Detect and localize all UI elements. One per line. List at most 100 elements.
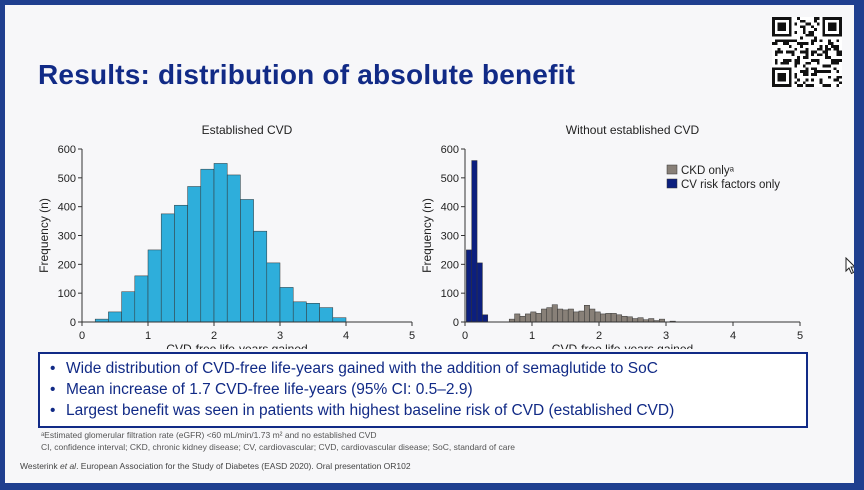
qr-module xyxy=(816,17,820,20)
qr-module xyxy=(836,70,840,73)
qr-module xyxy=(836,75,840,79)
qr-module xyxy=(777,73,786,82)
bullet-text: Largest benefit was seen in patients wit… xyxy=(66,402,675,419)
qr-module xyxy=(822,17,842,20)
qr-module xyxy=(828,42,831,45)
qr-module xyxy=(802,56,806,59)
qr-module xyxy=(830,59,834,62)
qr-module xyxy=(825,64,828,68)
qr-module xyxy=(805,70,809,73)
qr-module xyxy=(805,33,809,37)
y-tick-label: 0 xyxy=(453,317,459,329)
key-findings-box: • Wide distribution of CVD-free life-year… xyxy=(38,352,808,428)
footnote: ᵃEstimated glomerular filtration rate (e… xyxy=(41,430,377,440)
qr-module xyxy=(839,81,842,85)
bullet-text: Wide distribution of CVD-free life-years… xyxy=(66,360,658,377)
qr-module xyxy=(786,39,789,43)
qr-module xyxy=(783,39,786,43)
qr-module xyxy=(836,84,840,87)
qr-module xyxy=(808,31,812,34)
qr-module xyxy=(811,67,814,71)
qr-module xyxy=(830,61,834,65)
qr-module xyxy=(828,84,831,87)
qr-module xyxy=(802,42,806,45)
qr-module xyxy=(808,61,812,65)
qr-module xyxy=(816,61,820,65)
qr-module xyxy=(794,39,798,43)
qr-module xyxy=(814,70,817,73)
qr-module xyxy=(811,33,814,37)
qr-module xyxy=(814,28,817,31)
qr-module xyxy=(774,59,778,62)
bullet-item: • Largest benefit was seen in patients wi… xyxy=(50,402,674,420)
qr-module xyxy=(797,59,800,62)
histogram-bar xyxy=(632,318,639,323)
x-axis-label: CVD-free life-years gained xyxy=(166,342,307,349)
qr-module xyxy=(825,84,828,87)
qr-module xyxy=(839,50,842,54)
y-tick-label: 500 xyxy=(58,173,76,185)
legend-swatch xyxy=(666,164,678,175)
qr-module xyxy=(825,50,828,54)
qr-module xyxy=(800,50,803,54)
qr-module xyxy=(822,17,826,37)
qr-module xyxy=(811,73,814,76)
bullet-symbol: • xyxy=(50,381,56,398)
histogram-bar xyxy=(600,313,606,323)
qr-module xyxy=(780,61,784,65)
qr-module xyxy=(772,17,792,20)
qr-module xyxy=(814,59,817,62)
qr-module xyxy=(802,64,806,68)
bullet-item: • Wide distribution of CVD-free life-year… xyxy=(50,360,658,378)
y-tick-label: 200 xyxy=(58,259,76,271)
y-axis-label: Frequency (n) xyxy=(420,198,434,273)
histogram-bar xyxy=(530,311,537,323)
histogram-bar xyxy=(266,262,281,323)
slide: Results: distribution of absolute benefi… xyxy=(5,5,854,483)
histogram-bar xyxy=(567,308,574,323)
qr-module xyxy=(825,70,828,73)
qr-module xyxy=(811,42,814,45)
qr-module xyxy=(802,50,806,54)
histogram-bar xyxy=(134,275,149,323)
histogram-bar xyxy=(147,249,162,323)
y-tick-label: 100 xyxy=(58,288,76,300)
qr-module xyxy=(805,73,809,76)
histogram-bar xyxy=(476,262,483,323)
bullet-symbol: • xyxy=(50,402,56,419)
qr-module xyxy=(772,67,775,87)
qr-module xyxy=(836,53,840,57)
qr-module xyxy=(819,70,823,73)
x-tick-label: 5 xyxy=(797,330,803,342)
qr-module xyxy=(800,84,803,87)
qr-module xyxy=(833,61,837,65)
qr-module xyxy=(794,81,798,85)
qr-module xyxy=(794,59,798,62)
qr-module xyxy=(819,47,823,51)
y-tick-label: 600 xyxy=(58,144,76,156)
qr-module xyxy=(811,84,814,87)
bullet-text: Mean increase of 1.7 CVD-free life-years… xyxy=(66,381,473,398)
citation: Westerink et al. European Association fo… xyxy=(20,461,411,471)
qr-module xyxy=(805,50,809,54)
x-tick-label: 4 xyxy=(730,330,736,342)
qr-module xyxy=(786,50,789,54)
qr-module xyxy=(800,25,803,29)
qr-module xyxy=(811,53,814,57)
qr-code-icon xyxy=(772,17,842,87)
qr-module xyxy=(786,61,789,65)
qr-module xyxy=(772,33,792,37)
qr-module xyxy=(836,59,840,62)
qr-module xyxy=(828,64,831,68)
histogram-bar xyxy=(562,309,569,323)
qr-module xyxy=(822,50,826,54)
qr-module xyxy=(822,64,826,68)
y-tick-label: 300 xyxy=(441,231,459,243)
qr-module xyxy=(783,42,786,45)
qr-module xyxy=(800,42,803,45)
histogram-bar xyxy=(240,199,254,323)
qr-module xyxy=(816,47,820,51)
qr-module xyxy=(800,36,803,40)
qr-module xyxy=(839,59,842,62)
qr-module xyxy=(805,53,809,57)
